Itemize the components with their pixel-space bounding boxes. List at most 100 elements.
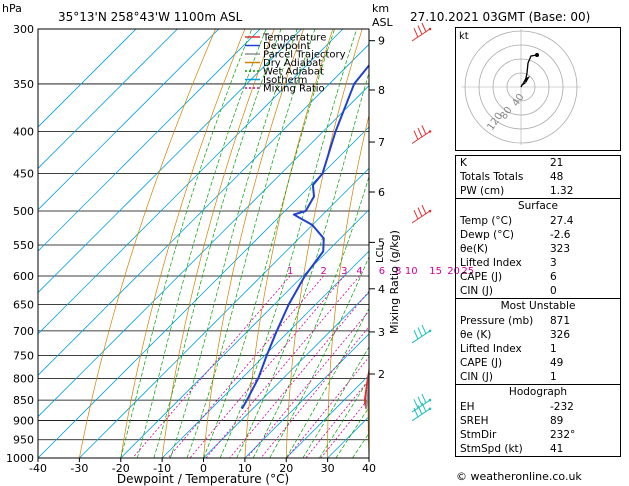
surface-row: Dewp (°C) -2.6 <box>460 229 571 241</box>
wet-adiabat-line <box>120 29 253 458</box>
wind-barb-feather <box>421 204 427 215</box>
mixing-ratio-label: 10 <box>405 266 418 277</box>
wind-barb-feather <box>421 324 427 335</box>
wet-adiabat-line <box>186 29 316 458</box>
dry-adiabat-line <box>203 29 304 458</box>
height-tick-label: 8 <box>378 84 385 97</box>
wind-barb-base <box>428 407 432 411</box>
wind-barbs <box>411 22 432 422</box>
datetime-label: 27.10.2021 03GMT (Base: 00) <box>410 10 590 24</box>
storm-motion-arrow-icon <box>526 76 530 83</box>
dry-adiabat-line <box>120 29 246 458</box>
legend-label: Dewpoint <box>263 41 311 52</box>
x-tick-label: -30 <box>70 462 88 475</box>
surface-row: CIN (J) 0 <box>460 285 557 297</box>
legend-label: Mixing Ratio <box>263 84 325 95</box>
wind-barb-staff <box>411 210 431 224</box>
wind-barb-base <box>428 329 432 333</box>
mixing-ratio-label: 20 <box>447 266 460 277</box>
dewpoint-curve <box>241 63 369 410</box>
isotherm-line <box>38 29 220 211</box>
wind-barb-base <box>428 27 432 31</box>
isotherm-line <box>38 29 302 294</box>
wind-barb-feather <box>421 22 427 33</box>
wind-barb-feather <box>413 27 419 38</box>
wind-barb-feather <box>413 407 419 418</box>
pressure-tick-label: 950 <box>13 434 34 447</box>
isotherm-line <box>244 333 369 458</box>
location-label: 35°13'N 258°43'W 1100m ASL <box>58 10 243 24</box>
wind-barb-base <box>428 209 432 213</box>
legend-label: Parcel Trajectory <box>263 50 346 61</box>
wind-barb-feather <box>417 396 423 406</box>
hodo-row: EH -232 <box>460 401 574 413</box>
mixing-ratio-line <box>260 326 369 458</box>
isotherm-line <box>38 126 369 458</box>
height-tick-label: 6 <box>378 186 385 199</box>
most-unstable-title: Most Unstable <box>500 300 576 312</box>
pressure-tick-label: 450 <box>13 167 34 180</box>
legend-label: Wet Adiabat <box>263 67 324 78</box>
legend-label: Isotherm <box>263 75 307 86</box>
isotherm-line <box>38 29 178 169</box>
indices-top: K 21 Totals Totals 48 PW (cm) 1.32 <box>456 156 620 198</box>
mixing-ratio-line <box>189 275 345 458</box>
mu-row: CAPE (J) 49 <box>460 357 564 369</box>
hodo-row: SREH 89 <box>460 415 564 427</box>
surface-row: Lifted Index 3 <box>460 257 557 269</box>
index-row-k: K 21 <box>460 157 564 169</box>
mu-row: Pressure (mb) 871 <box>460 315 571 327</box>
wet-adiabat-line <box>153 29 282 458</box>
pressure-tick-label: 750 <box>13 349 34 362</box>
pressure-tick-label: 550 <box>13 239 34 252</box>
wet-adiabat-line <box>136 29 267 458</box>
pressure-tick-label: 800 <box>13 372 34 385</box>
hodograph-frame <box>455 27 621 151</box>
surface-row: θe(K) 323 <box>460 243 571 255</box>
dry-adiabat-line <box>367 353 369 458</box>
pressure-unit-label: hPa <box>2 2 22 15</box>
dry-adiabat-line <box>620 29 629 458</box>
x-tick-label: 10 <box>238 462 252 475</box>
x-tick-label: 20 <box>279 462 293 475</box>
mixing-ratio-label: 15 <box>429 266 442 277</box>
storm-motion-vector <box>520 77 527 88</box>
wet-adiabat-line <box>269 255 369 458</box>
hodo-row: StmSpd (kt) 41 <box>460 443 564 455</box>
hodo-row: StmDir 232° <box>460 429 576 441</box>
wind-barb-staff <box>411 330 431 344</box>
index-row-totals: Totals Totals 48 <box>460 171 564 183</box>
wind-barb-feather <box>413 210 419 220</box>
pressure-tick-label: 400 <box>13 126 34 139</box>
mixing-ratio-label: 2 <box>320 266 326 277</box>
mixing-ratio-label: 6 <box>379 266 385 277</box>
wet-adiabat-line <box>285 307 369 458</box>
mixing-ratio-line <box>286 356 369 458</box>
indices-table: K 21 Totals Totals 48 PW (cm) 1.32 Surface … <box>455 155 621 457</box>
wind-barb-feather <box>417 25 423 35</box>
wet-adiabat-line <box>302 346 369 458</box>
mixing-ratio-line <box>246 310 369 458</box>
wind-barb-feather <box>421 402 427 412</box>
x-tick-label: -40 <box>29 462 47 475</box>
pressure-tick-label: 700 <box>13 325 34 338</box>
wind-barb-staff <box>411 131 431 144</box>
hodograph-end-point <box>535 53 539 57</box>
wind-barb-feather <box>421 125 427 135</box>
index-row-pw: PW (cm) 1.32 <box>460 185 574 197</box>
surface-row: Temp (°C) 27.4 <box>460 215 574 227</box>
x-tick-label: -20 <box>112 462 130 475</box>
x-tick-label: 30 <box>321 462 335 475</box>
isotherm-line <box>38 43 369 376</box>
pressure-tick-label: 500 <box>13 205 34 218</box>
wet-adiabat-line <box>236 71 369 458</box>
wind-barb-feather <box>417 207 423 217</box>
sounding-curves <box>241 63 369 410</box>
hodograph-panel: kt 120 80 40 <box>455 27 621 151</box>
pressure-tick-label: 650 <box>13 299 34 312</box>
isotherm-line <box>120 209 369 458</box>
isotherm-line <box>203 291 369 458</box>
isotherm-line <box>79 167 369 458</box>
height-tick-label: 7 <box>378 136 385 149</box>
copyright-footer[interactable]: © weatheronline.co.uk <box>456 470 582 483</box>
